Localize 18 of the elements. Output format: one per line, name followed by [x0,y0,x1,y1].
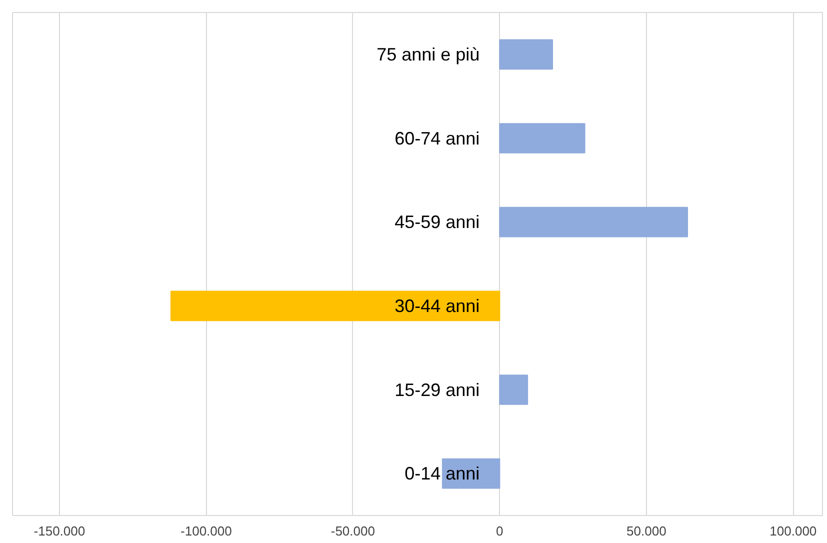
bar [499,123,586,154]
x-tick-label: -50.000 [330,524,375,538]
x-tick-label: 50.000 [626,524,666,538]
bar [170,290,500,322]
bar [499,206,688,238]
x-tick-label: 0 [496,524,504,538]
y-tick-label: 30-44 anni [394,296,480,316]
x-tick-label: 100.000 [770,524,817,538]
x-tick-label: -100.000 [180,524,232,538]
bar [499,39,553,70]
y-tick-label: 15-29 anni [394,380,480,400]
bar [499,374,528,405]
x-tick-label: -150.000 [34,524,86,538]
y-tick-label: 75 anni e più [376,44,480,64]
y-tick-label: 60-74 anni [394,128,480,148]
y-tick-label: 45-59 anni [394,212,480,232]
y-tick-label: 0-14 anni [404,464,480,484]
bar [442,458,500,489]
